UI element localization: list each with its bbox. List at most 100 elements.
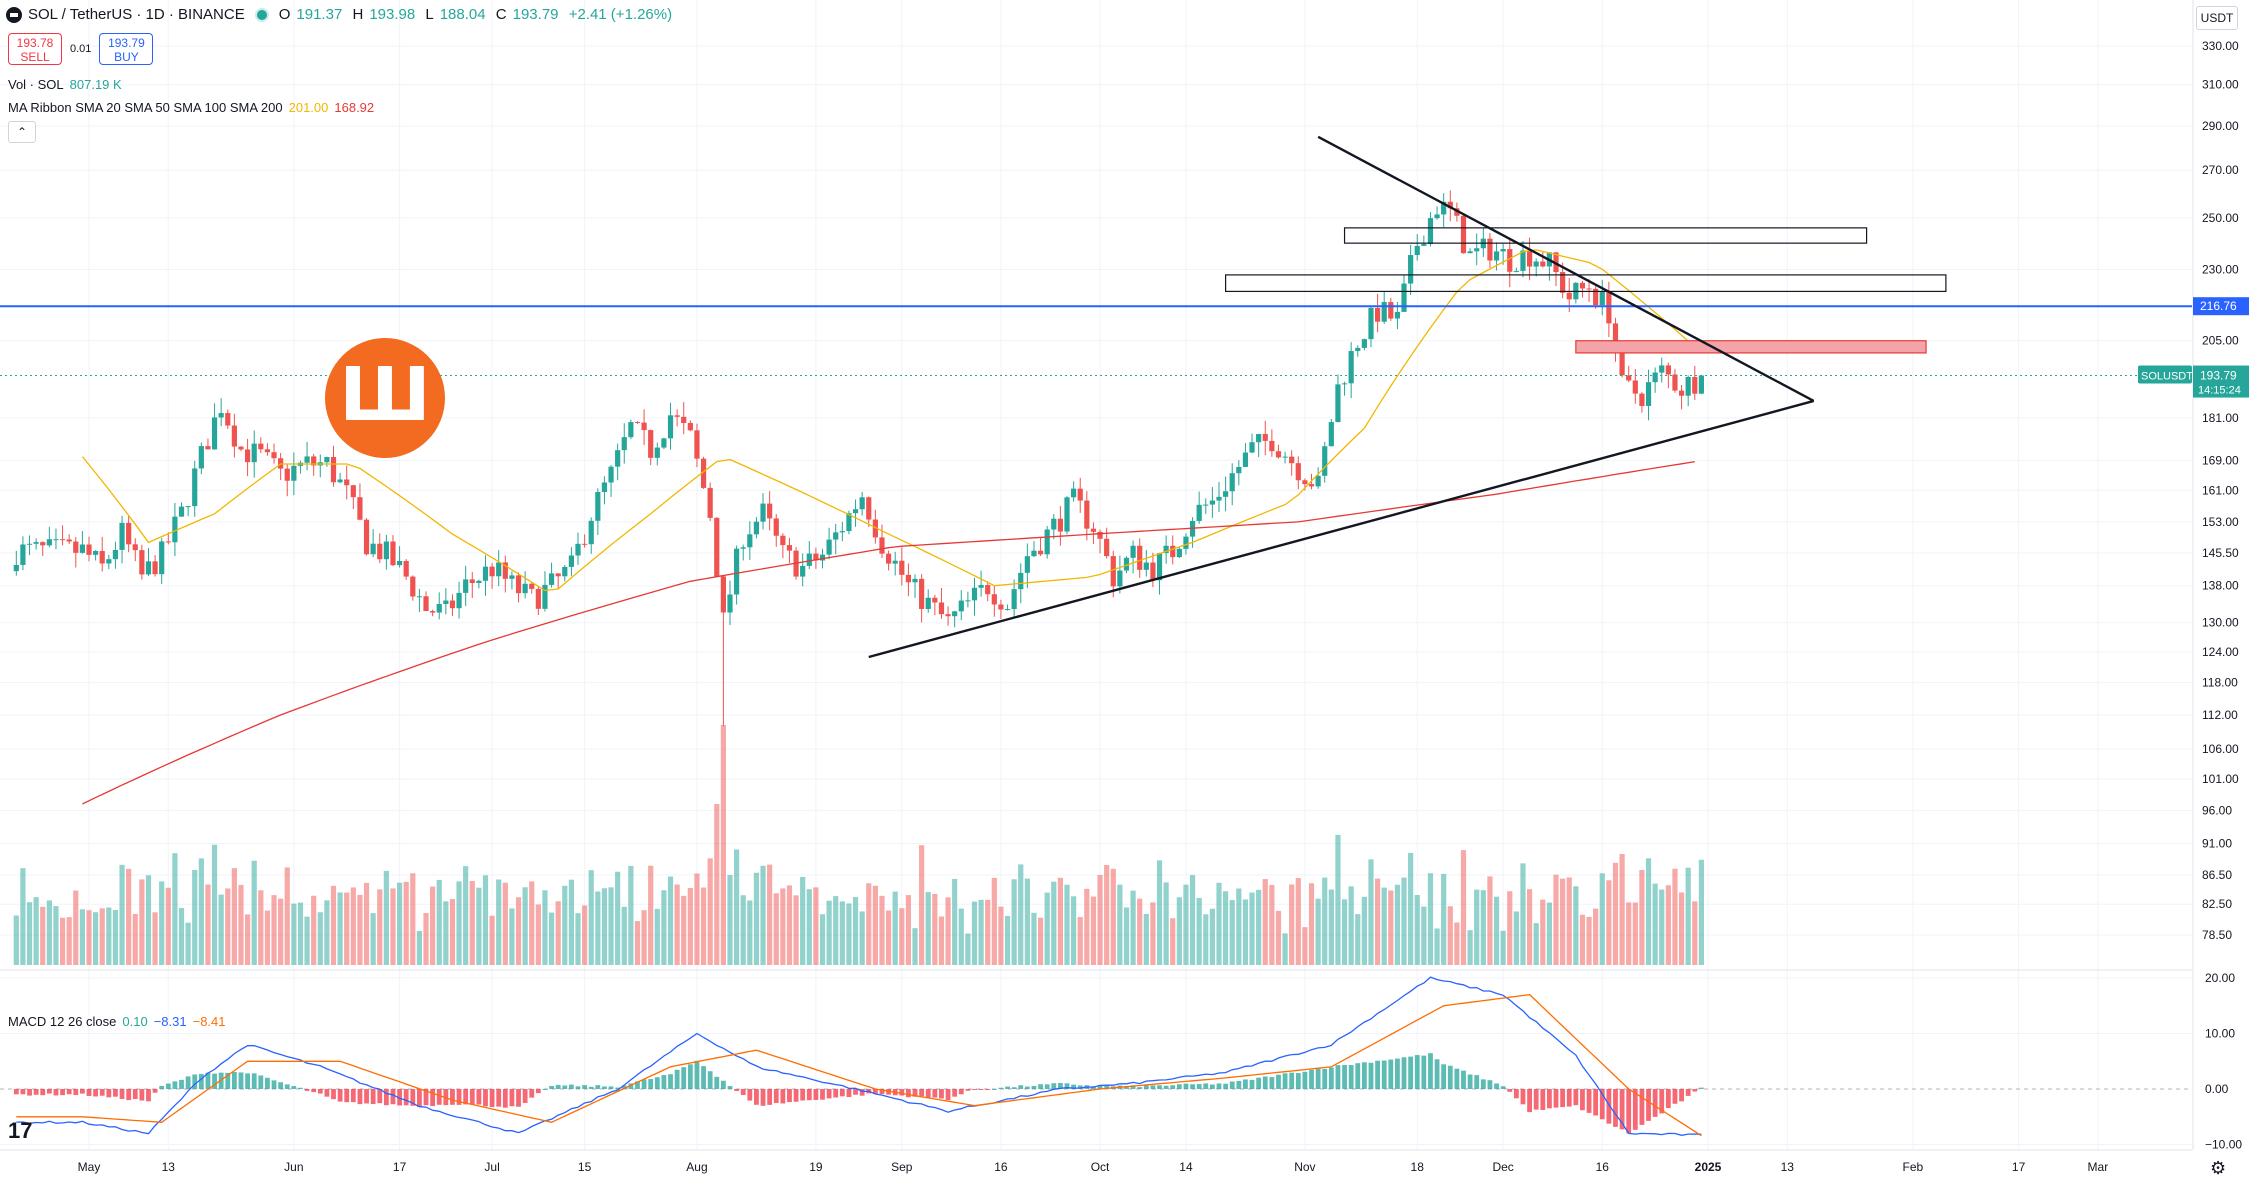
candle bbox=[1077, 488, 1083, 501]
candle bbox=[707, 487, 713, 518]
volume-bar bbox=[1427, 873, 1434, 965]
volume-bar bbox=[1639, 869, 1645, 965]
candle bbox=[238, 446, 244, 450]
volume-bar bbox=[1269, 884, 1275, 965]
macd-histogram-bar bbox=[608, 1086, 614, 1089]
candle bbox=[482, 566, 489, 581]
price-axis-bg bbox=[2193, 0, 2249, 1184]
candle bbox=[79, 544, 85, 553]
macd-histogram-bar bbox=[1282, 1073, 1288, 1089]
volume-bar bbox=[1593, 908, 1599, 965]
macd-histogram-bar bbox=[1058, 1083, 1063, 1089]
candle bbox=[93, 550, 99, 555]
candle bbox=[416, 596, 423, 598]
candle bbox=[1619, 349, 1625, 376]
volume-bar bbox=[337, 892, 343, 965]
candle bbox=[945, 614, 951, 617]
volume-bar bbox=[1097, 874, 1103, 965]
macd-histogram-bar bbox=[337, 1089, 343, 1102]
volume-bar bbox=[952, 878, 958, 965]
volume-bar bbox=[767, 864, 773, 965]
volume-bar bbox=[727, 875, 733, 965]
collapse-legend-button[interactable]: ⌃ bbox=[8, 121, 36, 143]
volume-bar bbox=[846, 903, 852, 965]
macd-histogram-bar bbox=[694, 1060, 700, 1089]
macd-legend[interactable]: MACD 12 26 close 0.10 −8.31 −8.41 bbox=[8, 1014, 226, 1029]
candle bbox=[648, 430, 654, 458]
volume-legend[interactable]: Vol · SOL 807.19 K bbox=[8, 77, 122, 92]
macd-histogram-bar bbox=[172, 1081, 178, 1089]
candle bbox=[1678, 390, 1685, 396]
gear-icon[interactable]: ⚙ bbox=[2210, 1158, 2227, 1178]
volume-bar bbox=[185, 922, 191, 965]
candle bbox=[1031, 550, 1037, 557]
volume-bar bbox=[542, 890, 548, 965]
volume-bar bbox=[866, 883, 872, 965]
candle bbox=[1064, 497, 1070, 532]
macd-histogram-bar bbox=[456, 1089, 462, 1105]
ma-ribbon-legend[interactable]: MA Ribbon SMA 20 SMA 50 SMA 100 SMA 200 2… bbox=[8, 100, 374, 115]
ma-value-2: 168.92 bbox=[334, 100, 375, 115]
macd-histogram-bar bbox=[390, 1089, 396, 1105]
candle bbox=[165, 541, 171, 543]
macd-histogram-bar bbox=[912, 1089, 918, 1097]
volume-bar bbox=[1077, 917, 1083, 965]
volume-bar bbox=[502, 882, 508, 965]
candle bbox=[753, 521, 760, 535]
macd-histogram-bar bbox=[939, 1089, 944, 1099]
candle bbox=[1533, 261, 1539, 267]
candle bbox=[965, 600, 971, 602]
volume-bar bbox=[905, 895, 912, 965]
candle bbox=[1335, 384, 1341, 423]
candle bbox=[1176, 548, 1182, 558]
macd-histogram-bar bbox=[298, 1087, 303, 1089]
candle bbox=[1685, 376, 1691, 396]
macd-histogram-bar bbox=[1302, 1071, 1308, 1089]
macd-histogram-bar bbox=[1183, 1083, 1189, 1089]
macd-histogram-bar bbox=[1170, 1085, 1176, 1089]
macd-histogram-bar bbox=[73, 1089, 79, 1096]
buy-label: BUY bbox=[114, 50, 139, 64]
macd-histogram-bar bbox=[1474, 1075, 1480, 1089]
macd-histogram-bar bbox=[674, 1069, 680, 1089]
sell-button[interactable]: 193.78 SELL bbox=[8, 33, 62, 65]
macd-value-2: −8.31 bbox=[153, 1014, 187, 1029]
macd-histogram-bar bbox=[86, 1089, 92, 1096]
market-status-icon[interactable] bbox=[254, 7, 269, 22]
volume-bar bbox=[1183, 884, 1189, 965]
candle bbox=[337, 479, 343, 483]
volume-bar bbox=[991, 877, 997, 965]
candle bbox=[1110, 556, 1116, 587]
macd-histogram-bar bbox=[357, 1089, 363, 1105]
volume-bar bbox=[496, 879, 502, 965]
volume-bar bbox=[839, 901, 845, 965]
volume-bar bbox=[1546, 902, 1553, 965]
macd-histogram-bar bbox=[687, 1064, 693, 1089]
price-tick-label: 145.50 bbox=[2202, 546, 2239, 560]
candle bbox=[13, 564, 19, 572]
level-label: 216.76 bbox=[2200, 299, 2237, 313]
candle bbox=[1203, 504, 1209, 506]
macd-histogram-bar bbox=[106, 1089, 112, 1098]
macd-histogram-bar bbox=[1262, 1076, 1268, 1089]
buy-button[interactable]: 193.79 BUY bbox=[99, 33, 154, 65]
candle bbox=[390, 541, 396, 566]
candle bbox=[159, 541, 165, 575]
macd-histogram-bar bbox=[1328, 1067, 1334, 1089]
macd-histogram-bar bbox=[423, 1089, 429, 1106]
candle bbox=[192, 468, 198, 507]
macd-histogram-bar bbox=[417, 1089, 422, 1108]
macd-histogram-bar bbox=[846, 1089, 852, 1098]
volume-bar bbox=[178, 908, 185, 965]
symbol-title[interactable]: SOL / TetherUS · 1D · BINANCE bbox=[6, 6, 245, 23]
currency-button[interactable]: USDT bbox=[2196, 6, 2238, 30]
volume-bar bbox=[998, 906, 1004, 965]
macd-histogram-bar bbox=[225, 1072, 231, 1089]
volume-bar bbox=[1698, 859, 1704, 965]
macd-histogram-bar bbox=[159, 1085, 165, 1089]
volume-bar bbox=[1560, 878, 1566, 965]
volume-bar bbox=[1328, 889, 1334, 965]
candle bbox=[1090, 528, 1097, 532]
volume-bar bbox=[1256, 889, 1262, 965]
